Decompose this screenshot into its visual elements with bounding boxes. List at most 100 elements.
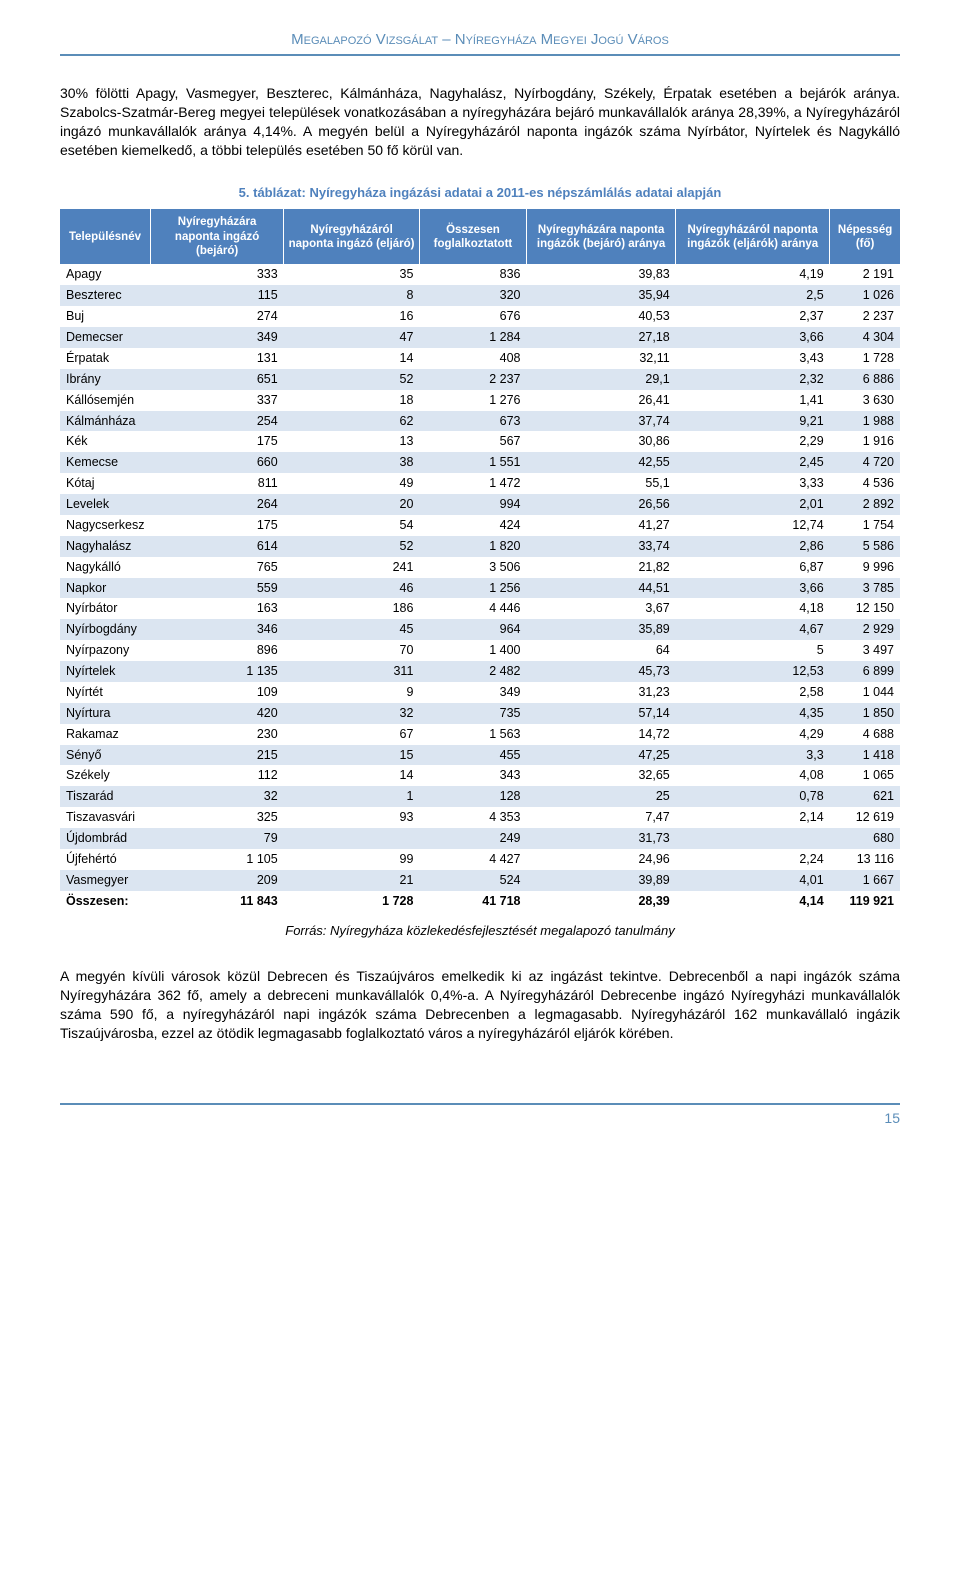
table-row: Székely1121434332,654,081 065	[60, 765, 900, 786]
table-row: Beszterec115832035,942,51 026	[60, 285, 900, 306]
table-cell: 9 996	[830, 557, 900, 578]
table-row: Kótaj811491 47255,13,334 536	[60, 473, 900, 494]
table-row: Nagyhalász614521 82033,742,865 586	[60, 536, 900, 557]
table-cell: 3 630	[830, 390, 900, 411]
table-cell: 163	[151, 598, 284, 619]
table-cell: 274	[151, 306, 284, 327]
table-cell: Újdombrád	[60, 828, 151, 849]
table-cell: 26,56	[527, 494, 676, 515]
table-row: Kállósemjén337181 27626,411,413 630	[60, 390, 900, 411]
table-cell: 20	[284, 494, 420, 515]
table-row: Nyírtelek1 1353112 48245,7312,536 899	[60, 661, 900, 682]
table-cell: 5	[676, 640, 830, 661]
table-cell	[676, 828, 830, 849]
table-cell: 29,1	[527, 369, 676, 390]
table-cell: 1 728	[830, 348, 900, 369]
table-cell: 131	[151, 348, 284, 369]
table-cell: Tiszarád	[60, 786, 151, 807]
table-cell: 49	[284, 473, 420, 494]
closing-paragraph: A megyén kívüli városok közül Debrecen é…	[60, 967, 900, 1043]
table-cell: 249	[419, 828, 526, 849]
table-cell: 325	[151, 807, 284, 828]
table-cell: 1 667	[830, 870, 900, 891]
table-cell: 32,65	[527, 765, 676, 786]
table-cell: Székely	[60, 765, 151, 786]
table-cell: 2,29	[676, 431, 830, 452]
table-cell: Kállósemjén	[60, 390, 151, 411]
table-cell: 47,25	[527, 745, 676, 766]
table-cell: 4,18	[676, 598, 830, 619]
table-cell: 32,11	[527, 348, 676, 369]
table-cell: Nyírpazony	[60, 640, 151, 661]
table-row: Nyírbogdány3464596435,894,672 929	[60, 619, 900, 640]
table-cell: 13 116	[830, 849, 900, 870]
table-cell: Demecser	[60, 327, 151, 348]
table-cell: Nagycserkesz	[60, 515, 151, 536]
table-cell: 4 720	[830, 452, 900, 473]
table-cell: 1 551	[419, 452, 526, 473]
table-cell: 311	[284, 661, 420, 682]
table-cell: 54	[284, 515, 420, 536]
table-cell: 896	[151, 640, 284, 661]
table-cell: 35,94	[527, 285, 676, 306]
table-cell: 4 536	[830, 473, 900, 494]
table-cell: 41,27	[527, 515, 676, 536]
table-cell: 24,96	[527, 849, 676, 870]
table-cell: 230	[151, 724, 284, 745]
table-cell: 8	[284, 285, 420, 306]
table-cell: 4,19	[676, 264, 830, 285]
table-cell: 2,86	[676, 536, 830, 557]
table-cell: 4,01	[676, 870, 830, 891]
table-cell: 115	[151, 285, 284, 306]
table-cell: 765	[151, 557, 284, 578]
table-cell: 1 105	[151, 849, 284, 870]
table-cell: 2,5	[676, 285, 830, 306]
table-cell: 35,89	[527, 619, 676, 640]
table-cell: 14,72	[527, 724, 676, 745]
table-cell: 836	[419, 264, 526, 285]
col-header: Településnév	[60, 209, 151, 264]
table-row: Sényő2151545547,253,31 418	[60, 745, 900, 766]
table-cell: 13	[284, 431, 420, 452]
table-cell: 46	[284, 578, 420, 599]
table-cell: 209	[151, 870, 284, 891]
table-cell: 21,82	[527, 557, 676, 578]
table-cell: 651	[151, 369, 284, 390]
table-cell: Összesen:	[60, 891, 151, 912]
col-header: Nyíregyházáról naponta ingázó (eljáró)	[284, 209, 420, 264]
table-cell: Kálmánháza	[60, 411, 151, 432]
table-cell: 408	[419, 348, 526, 369]
table-cell: 559	[151, 578, 284, 599]
table-cell: 4,67	[676, 619, 830, 640]
table-cell: 32	[284, 703, 420, 724]
table-cell: 676	[419, 306, 526, 327]
table-cell: 1 754	[830, 515, 900, 536]
table-cell: 1 850	[830, 703, 900, 724]
table-cell: Beszterec	[60, 285, 151, 306]
table-caption: 5. táblázat: Nyíregyháza ingázási adatai…	[60, 184, 900, 202]
table-cell: 1 256	[419, 578, 526, 599]
table-row: Nagykálló7652413 50621,826,879 996	[60, 557, 900, 578]
table-cell: 3 497	[830, 640, 900, 661]
table-cell: 4 427	[419, 849, 526, 870]
page-number: 15	[60, 1103, 900, 1128]
table-cell: 45	[284, 619, 420, 640]
table-cell: 1 276	[419, 390, 526, 411]
table-cell: 67	[284, 724, 420, 745]
table-cell: Rakamaz	[60, 724, 151, 745]
table-cell: 680	[830, 828, 900, 849]
table-cell: Kemecse	[60, 452, 151, 473]
table-cell: Nyírtelek	[60, 661, 151, 682]
table-cell: 9,21	[676, 411, 830, 432]
table-cell: 2,58	[676, 682, 830, 703]
table-cell: 455	[419, 745, 526, 766]
table-cell: 337	[151, 390, 284, 411]
table-cell: 6 899	[830, 661, 900, 682]
table-cell: 4,35	[676, 703, 830, 724]
table-row: Kálmánháza2546267337,749,211 988	[60, 411, 900, 432]
table-row: Nyírbátor1631864 4463,674,1812 150	[60, 598, 900, 619]
table-row: Nyírtura4203273557,144,351 850	[60, 703, 900, 724]
table-cell: 1 728	[284, 891, 420, 912]
table-cell: 14	[284, 348, 420, 369]
table-cell: 16	[284, 306, 420, 327]
